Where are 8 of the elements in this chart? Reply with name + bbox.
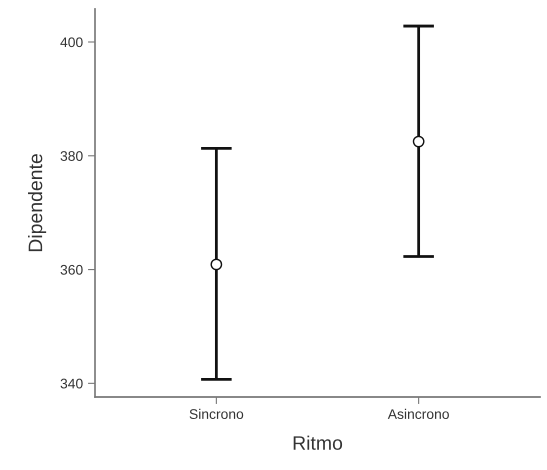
y-tick-label: 400 [60,37,83,48]
x-tick-label: Sincrono [190,408,244,420]
y-axis-title: Dipendente [28,154,46,252]
x-tick-label: Asincrono [388,408,449,420]
x-axis-title: Ritmo [294,436,342,450]
y-tick-label: 340 [60,378,83,389]
y-tick-label: 360 [60,264,83,275]
y-tick-label: 380 [60,151,83,161]
